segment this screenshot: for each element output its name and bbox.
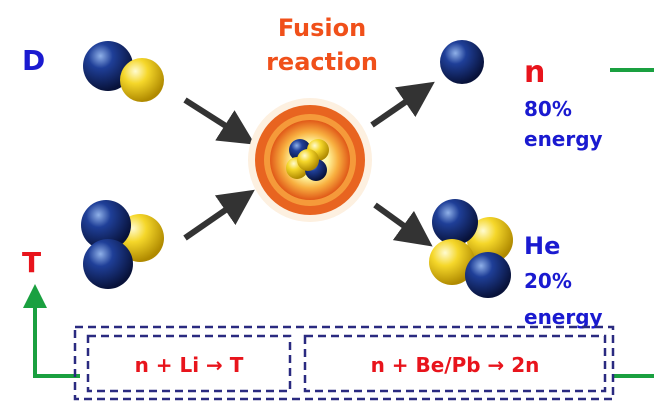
energy-label: energy bbox=[524, 127, 603, 151]
diagram: D T Fusion reaction n 80% energy He 20% … bbox=[0, 0, 654, 404]
label-n: n bbox=[524, 55, 545, 90]
label-d: D bbox=[22, 44, 45, 77]
fusion-title: reaction bbox=[266, 48, 378, 76]
reaction-text: n + Li → T bbox=[135, 353, 244, 377]
label-he: He bbox=[524, 232, 560, 260]
energy-label: energy bbox=[524, 305, 603, 329]
page: {"labels":{"d":"D","t":"T","fusion":["Fu… bbox=[0, 0, 654, 404]
fusion-title: Fusion bbox=[278, 14, 366, 42]
neutron bbox=[440, 40, 484, 84]
label-t: T bbox=[22, 246, 41, 279]
fusion-core bbox=[248, 98, 372, 222]
energy-share: 80% bbox=[524, 97, 572, 121]
tritium bbox=[81, 200, 164, 289]
energy-share: 20% bbox=[524, 269, 572, 293]
helium bbox=[429, 199, 513, 298]
deuterium bbox=[83, 41, 164, 102]
reaction-text: n + Be/Pb → 2n bbox=[371, 353, 540, 377]
